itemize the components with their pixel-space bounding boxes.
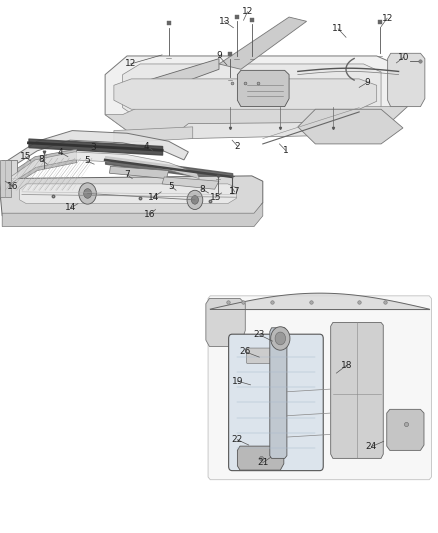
Text: 17: 17	[229, 188, 240, 196]
Text: 15: 15	[210, 193, 221, 201]
Polygon shape	[2, 160, 17, 191]
Text: 15: 15	[20, 152, 31, 161]
Polygon shape	[270, 328, 287, 458]
Text: 18: 18	[341, 361, 353, 369]
Polygon shape	[105, 107, 407, 131]
Text: 14: 14	[148, 193, 159, 201]
Text: 21: 21	[257, 458, 268, 467]
Text: 8: 8	[39, 156, 45, 164]
Polygon shape	[387, 409, 424, 450]
Polygon shape	[0, 160, 11, 197]
Circle shape	[84, 189, 92, 198]
Text: 1: 1	[283, 146, 289, 155]
FancyBboxPatch shape	[247, 348, 275, 364]
Text: 5: 5	[84, 157, 90, 165]
Polygon shape	[105, 56, 407, 131]
Circle shape	[187, 190, 203, 209]
Text: 12: 12	[242, 7, 253, 16]
Text: 16: 16	[7, 182, 19, 191]
Polygon shape	[4, 131, 188, 172]
Text: 9: 9	[216, 52, 222, 60]
Text: 9: 9	[364, 78, 370, 87]
Polygon shape	[110, 166, 169, 179]
Polygon shape	[206, 298, 245, 346]
Text: 4: 4	[58, 148, 63, 157]
Text: 5: 5	[168, 182, 174, 190]
Text: 19: 19	[232, 377, 243, 385]
Polygon shape	[237, 446, 284, 470]
Polygon shape	[180, 123, 315, 139]
Polygon shape	[0, 176, 263, 216]
Text: 16: 16	[144, 211, 155, 219]
Text: 7: 7	[124, 171, 130, 179]
Text: 22: 22	[232, 435, 243, 444]
Polygon shape	[131, 59, 219, 101]
Text: 10: 10	[398, 53, 410, 61]
Polygon shape	[388, 53, 425, 107]
Text: 13: 13	[219, 17, 230, 26]
Circle shape	[79, 183, 96, 204]
Text: 14: 14	[65, 204, 77, 212]
FancyBboxPatch shape	[229, 334, 323, 471]
Text: 3: 3	[90, 143, 96, 151]
Polygon shape	[20, 184, 237, 204]
Text: 23: 23	[254, 330, 265, 339]
Text: 26: 26	[240, 348, 251, 356]
Text: 8: 8	[199, 185, 205, 193]
Text: 2: 2	[235, 142, 240, 150]
Circle shape	[271, 327, 290, 350]
Circle shape	[191, 196, 198, 204]
Text: 11: 11	[332, 25, 344, 33]
Polygon shape	[2, 203, 263, 227]
Polygon shape	[4, 152, 199, 188]
Polygon shape	[123, 64, 381, 120]
Polygon shape	[4, 149, 77, 191]
Text: 4: 4	[144, 142, 149, 150]
Polygon shape	[331, 322, 383, 458]
Polygon shape	[208, 296, 431, 480]
Text: 12: 12	[125, 60, 136, 68]
Polygon shape	[219, 17, 307, 69]
Polygon shape	[114, 127, 193, 143]
Circle shape	[275, 332, 286, 345]
Polygon shape	[237, 70, 289, 107]
Polygon shape	[114, 79, 377, 109]
Text: 12: 12	[381, 14, 393, 22]
Text: 24: 24	[366, 442, 377, 451]
Polygon shape	[298, 109, 403, 144]
Polygon shape	[162, 177, 219, 189]
